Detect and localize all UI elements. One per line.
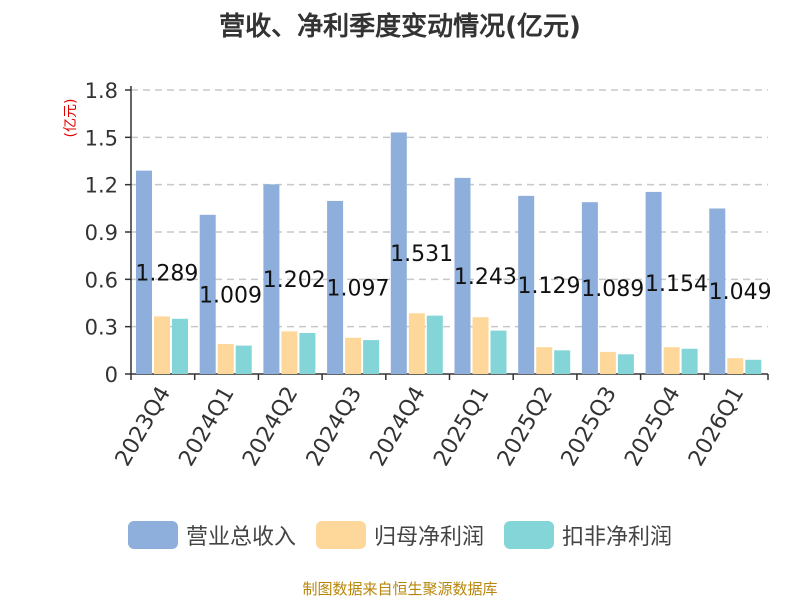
- bar-deducted-profit: [299, 332, 316, 374]
- bar-revenue: [645, 191, 662, 374]
- bar-net-profit: [408, 313, 425, 374]
- data-label: 1.243: [454, 265, 517, 290]
- data-label: 1.049: [709, 280, 772, 305]
- data-label: 1.202: [263, 268, 326, 293]
- bar-revenue: [199, 214, 216, 374]
- bar-deducted-profit: [617, 354, 634, 374]
- legend-label-revenue: 营业总收入: [185, 525, 296, 550]
- bar-revenue: [518, 195, 535, 374]
- bar-deducted-profit: [426, 315, 443, 374]
- y-axis-title: (亿元): [63, 99, 79, 138]
- y-tick-label: 1.8: [85, 79, 118, 103]
- bar-revenue: [136, 170, 152, 374]
- y-tick-label: 1.5: [85, 126, 118, 150]
- bar-revenue: [454, 177, 471, 374]
- y-tick-label: 1.2: [85, 174, 118, 198]
- bar-deducted-profit: [681, 348, 698, 374]
- data-label: 1.531: [390, 242, 453, 267]
- y-tick-label: 0.6: [85, 268, 118, 292]
- bar-revenue: [327, 200, 344, 374]
- bar-revenue: [390, 132, 407, 374]
- data-source-note: 制图数据来自恒生聚源数据库: [302, 580, 498, 598]
- data-label: 1.154: [645, 272, 708, 297]
- legend-swatch-revenue: [127, 521, 178, 549]
- bar-deducted-profit: [235, 345, 252, 374]
- bar-net-profit: [536, 347, 553, 374]
- legend-swatch-deducted-profit: [504, 521, 554, 549]
- bar-deducted-profit: [554, 350, 571, 374]
- bar-deducted-profit: [745, 359, 762, 374]
- x-tick-label: 2024Q2: [238, 383, 303, 471]
- legend-swatch-net-profit: [315, 521, 366, 549]
- bar-revenue: [709, 208, 726, 374]
- y-tick-label: 0: [105, 363, 118, 387]
- y-tick-label: 0.3: [85, 316, 118, 340]
- data-label: 1.289: [135, 261, 198, 286]
- x-tick-label: 2025Q4: [620, 383, 685, 471]
- bar-net-profit: [599, 351, 616, 374]
- bar-net-profit: [727, 358, 744, 374]
- data-label: 1.129: [518, 274, 581, 299]
- x-tick-label: 2025Q2: [493, 383, 558, 471]
- bar-net-profit: [345, 337, 362, 374]
- bar-revenue: [581, 202, 598, 374]
- data-label: 1.009: [199, 283, 262, 308]
- legend-item-deducted-profit[interactable]: 扣非净利润: [504, 519, 672, 551]
- bar-net-profit: [663, 347, 680, 374]
- x-tick-label: 2025Q3: [557, 383, 622, 471]
- bar-revenue: [263, 184, 280, 374]
- bar-deducted-profit: [172, 318, 188, 374]
- bar-net-profit: [217, 344, 234, 374]
- data-label: 1.097: [326, 276, 389, 301]
- legend-item-net-profit[interactable]: 归母净利润: [315, 519, 484, 551]
- x-tick-label: 2025Q1: [429, 382, 494, 470]
- x-tick-label: 2024Q3: [302, 383, 367, 471]
- legend-label-net-profit: 归母净利润: [373, 525, 484, 550]
- legend: 营业总收入 归母净利润 扣非净利润: [0, 519, 800, 551]
- x-tick-label: 2024Q1: [174, 383, 239, 471]
- x-tick-label: 2023Q4: [111, 383, 176, 471]
- y-tick-label: 0.9: [85, 221, 118, 245]
- bar-deducted-profit: [490, 330, 507, 374]
- legend-item-revenue[interactable]: 营业总收入: [127, 519, 296, 551]
- legend-label-deducted-profit: 扣非净利润: [562, 525, 673, 550]
- chart-title: 营收、净利季度变动情况(亿元): [219, 12, 581, 42]
- x-tick-label: 2026Q1: [684, 383, 749, 471]
- bar-net-profit: [154, 316, 170, 374]
- x-tick-label: 2024Q4: [366, 383, 431, 471]
- data-label: 1.089: [581, 277, 644, 302]
- bar-net-profit: [281, 331, 298, 374]
- bar-net-profit: [472, 317, 489, 374]
- bar-deducted-profit: [363, 340, 380, 374]
